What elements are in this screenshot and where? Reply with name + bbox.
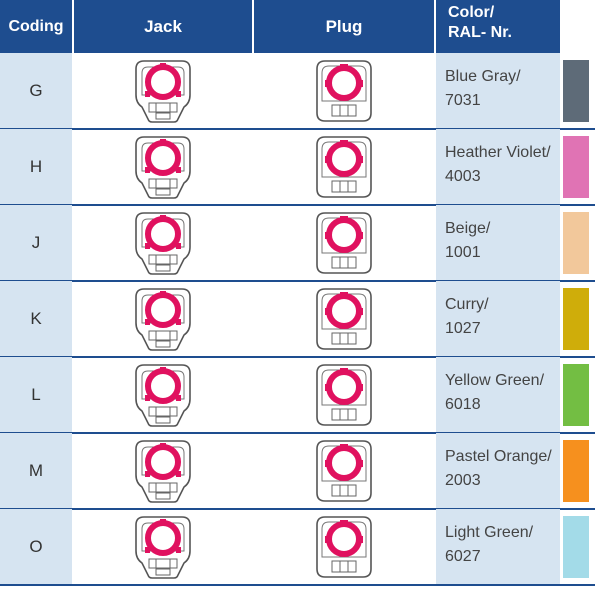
table-row: K Curry/1027 [0,281,595,357]
header-color-line2: RAL- Nr. [448,24,512,41]
plug-connector-icon [316,288,372,350]
jack-cell [74,281,252,357]
plug-cell [254,53,434,129]
jack-connector-icon [135,516,191,579]
jack-cell [74,205,252,281]
color-cell: Beige/1001 [436,205,560,281]
color-cell: Heather Violet/4003 [436,129,560,205]
color-cell: Curry/1027 [436,281,560,357]
header-coding: Coding [0,0,72,53]
table-row: J Beige/1001 [0,205,595,281]
jack-cell [74,509,252,585]
ral-number: 4003 [445,168,481,185]
jack-connector-icon [135,212,191,275]
color-name: Beige/ [445,220,491,237]
row-divider [0,204,595,206]
plug-connector-icon [316,516,372,578]
row-divider [0,432,595,434]
ral-number: 1001 [445,244,481,261]
ral-number: 7031 [445,92,481,109]
jack-cell [74,129,252,205]
jack-connector-icon [135,440,191,503]
plug-connector-icon [316,60,372,122]
row-divider [0,128,595,130]
plug-cell [254,281,434,357]
plug-cell [254,129,434,205]
color-cell: Blue Gray/7031 [436,53,560,129]
coding-cell: O [0,509,72,585]
color-name: Curry/ [445,296,489,313]
color-swatch [563,364,589,426]
table-row: H Heather Violet/4003 [0,129,595,205]
plug-cell [254,205,434,281]
jack-connector-icon [135,364,191,427]
table-row: G Blue Gray/7031 [0,53,595,129]
color-name: Heather Violet/ [445,144,551,161]
row-divider [0,280,595,282]
jack-connector-icon [135,60,191,123]
color-swatch [563,440,589,502]
table-row: M Pastel Orange/2003 [0,433,595,509]
plug-connector-icon [316,136,372,198]
plug-connector-icon [316,364,372,426]
plug-cell [254,433,434,509]
ral-number: 6027 [445,548,481,565]
jack-connector-icon [135,288,191,351]
jack-connector-icon [135,136,191,199]
color-swatch [563,136,589,198]
ral-number: 6018 [445,396,481,413]
color-cell: Pastel Orange/2003 [436,433,560,509]
table-row: L Yellow Green/6018 [0,357,595,433]
ral-number: 2003 [445,472,481,489]
color-name: Pastel Orange/ [445,448,552,465]
coding-cell: G [0,53,72,129]
color-name: Blue Gray/ [445,68,521,85]
color-swatch [563,60,589,122]
row-divider [0,356,595,358]
color-name: Yellow Green/ [445,372,545,389]
ral-number: 1027 [445,320,481,337]
coding-cell: H [0,129,72,205]
header-jack: Jack [74,0,252,53]
jack-cell [74,433,252,509]
plug-connector-icon [316,212,372,274]
coding-cell: M [0,433,72,509]
coding-cell: L [0,357,72,433]
table-row: O Light Green/6027 [0,509,595,585]
coding-cell: K [0,281,72,357]
header-plug: Plug [254,0,434,53]
row-divider [0,508,595,510]
jack-cell [74,53,252,129]
color-swatch [563,516,589,578]
plug-cell [254,357,434,433]
color-cell: Light Green/6027 [436,509,560,585]
row-divider [0,584,595,586]
plug-connector-icon [316,440,372,502]
header-color-line1: Color/ [448,4,495,21]
color-cell: Yellow Green/6018 [436,357,560,433]
color-swatch [563,212,589,274]
header-color: Color/ RAL- Nr. [436,0,560,53]
color-swatch [563,288,589,350]
jack-cell [74,357,252,433]
plug-cell [254,509,434,585]
color-name: Light Green/ [445,524,534,541]
coding-cell: J [0,205,72,281]
